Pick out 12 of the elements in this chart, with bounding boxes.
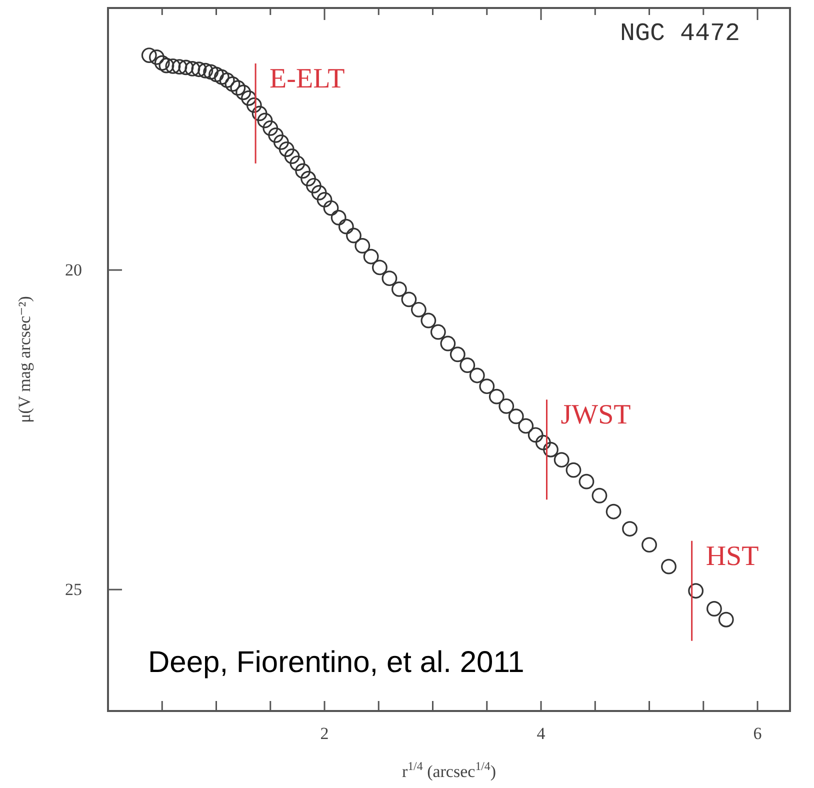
x-tick-label: 4 bbox=[536, 724, 546, 744]
annotation: HST bbox=[706, 540, 759, 572]
annotation: E-ELT bbox=[270, 63, 345, 94]
x-tick-label: 2 bbox=[320, 724, 329, 744]
annotation: Deep, Fiorentino, et al. 2011 bbox=[148, 646, 524, 679]
annotation: NGC 4472 bbox=[620, 19, 740, 48]
y-tick-label: 20 bbox=[65, 260, 82, 280]
y-axis-title: μ(V mag arcsec⁻²) bbox=[15, 296, 34, 423]
x-axis-title: r$^{1/4}$ (arcsec$^{1/4}$) bbox=[402, 759, 496, 781]
y-tick-label: 25 bbox=[65, 580, 82, 600]
x-tick-label: 6 bbox=[753, 724, 762, 744]
annotation: JWST bbox=[560, 400, 631, 431]
